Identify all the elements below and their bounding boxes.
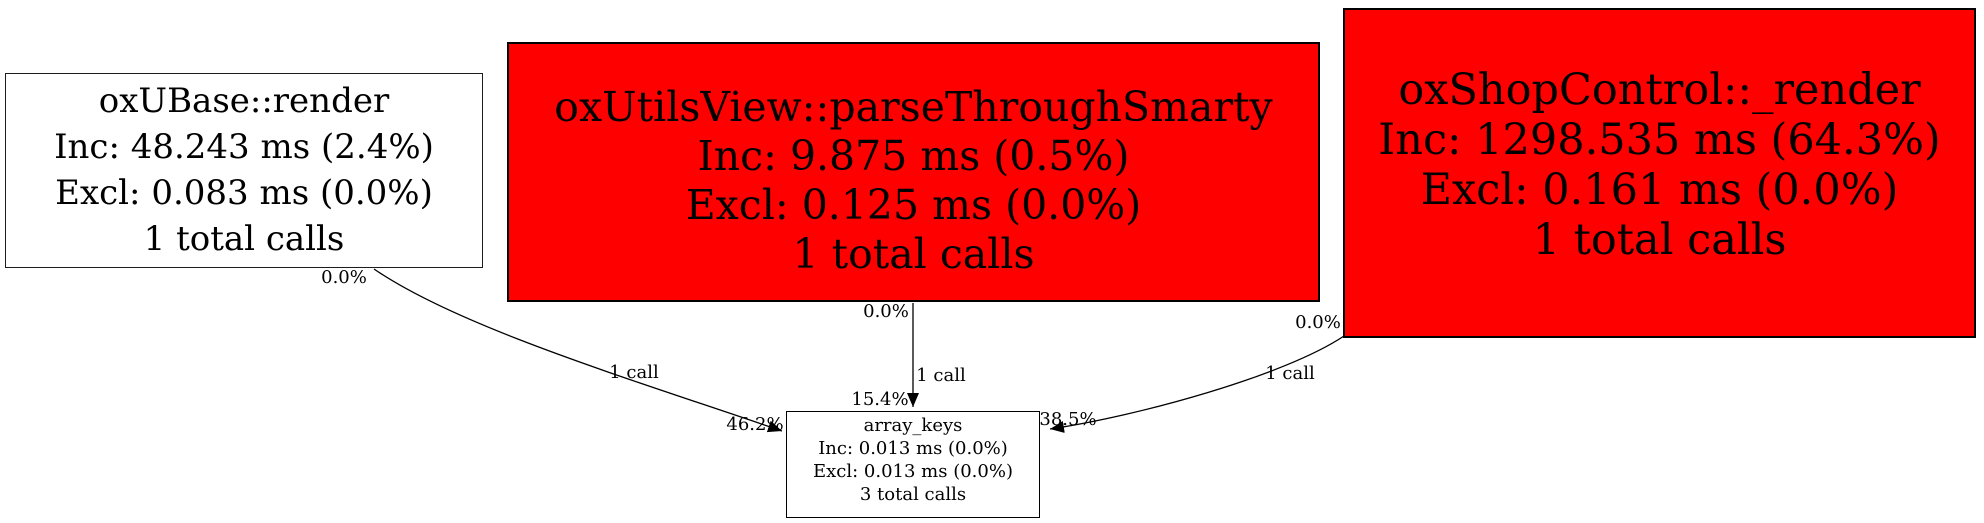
node-total-calls: 3 total calls xyxy=(859,484,967,505)
node-inclusive-time: Inc: 1298.535 ms (64.3%) xyxy=(1378,115,1941,165)
edge-source-pct-label: 0.0% xyxy=(863,301,909,322)
node-total-calls: 1 total calls xyxy=(792,230,1035,278)
node-title: oxShopControl::_render xyxy=(1398,65,1921,115)
node-total-calls: 1 total calls xyxy=(1532,215,1787,265)
node-inclusive-time: Inc: 0.013 ms (0.0%) xyxy=(818,438,1008,459)
edge-call-count-label: 1 call xyxy=(1265,363,1315,384)
edge-target-pct-label: 46.2% xyxy=(726,414,784,435)
node-inclusive-time: Inc: 48.243 ms (2.4%) xyxy=(54,127,434,167)
edge-target-pct-label: 15.4% xyxy=(851,389,909,410)
edge-call-count-label: 1 call xyxy=(916,365,966,386)
node-array-keys: array_keys Inc: 0.013 ms (0.0%) Excl: 0.… xyxy=(786,411,1040,518)
edge-oxubase-to-array-keys xyxy=(373,268,783,433)
node-exclusive-time: Excl: 0.125 ms (0.0%) xyxy=(685,181,1142,229)
node-total-calls: 1 total calls xyxy=(143,219,345,259)
node-inclusive-time: Inc: 9.875 ms (0.5%) xyxy=(697,132,1130,180)
node-exclusive-time: Excl: 0.083 ms (0.0%) xyxy=(55,173,433,213)
node-oxshopcontrol-render: oxShopControl::_render Inc: 1298.535 ms … xyxy=(1343,8,1976,338)
edge-source-pct-label: 0.0% xyxy=(1295,312,1341,333)
node-title: array_keys xyxy=(863,415,963,436)
node-title: oxUBase::render xyxy=(98,81,390,121)
node-exclusive-time: Excl: 0.013 ms (0.0%) xyxy=(813,461,1013,482)
edge-oxshopcontrol-to-array-keys xyxy=(1049,335,1345,433)
node-exclusive-time: Excl: 0.161 ms (0.0%) xyxy=(1420,165,1899,215)
edge-target-pct-label: 38.5% xyxy=(1039,409,1097,430)
edge-call-count-label: 1 call xyxy=(609,362,659,383)
node-title: oxUtilsView::parseThroughSmarty xyxy=(554,83,1273,131)
node-oxubase-render: oxUBase::render Inc: 48.243 ms (2.4%) Ex… xyxy=(5,73,483,268)
edge-source-pct-label: 0.0% xyxy=(321,267,367,288)
node-oxutilsview-parsethroughsmarty: oxUtilsView::parseThroughSmarty Inc: 9.8… xyxy=(507,42,1320,302)
